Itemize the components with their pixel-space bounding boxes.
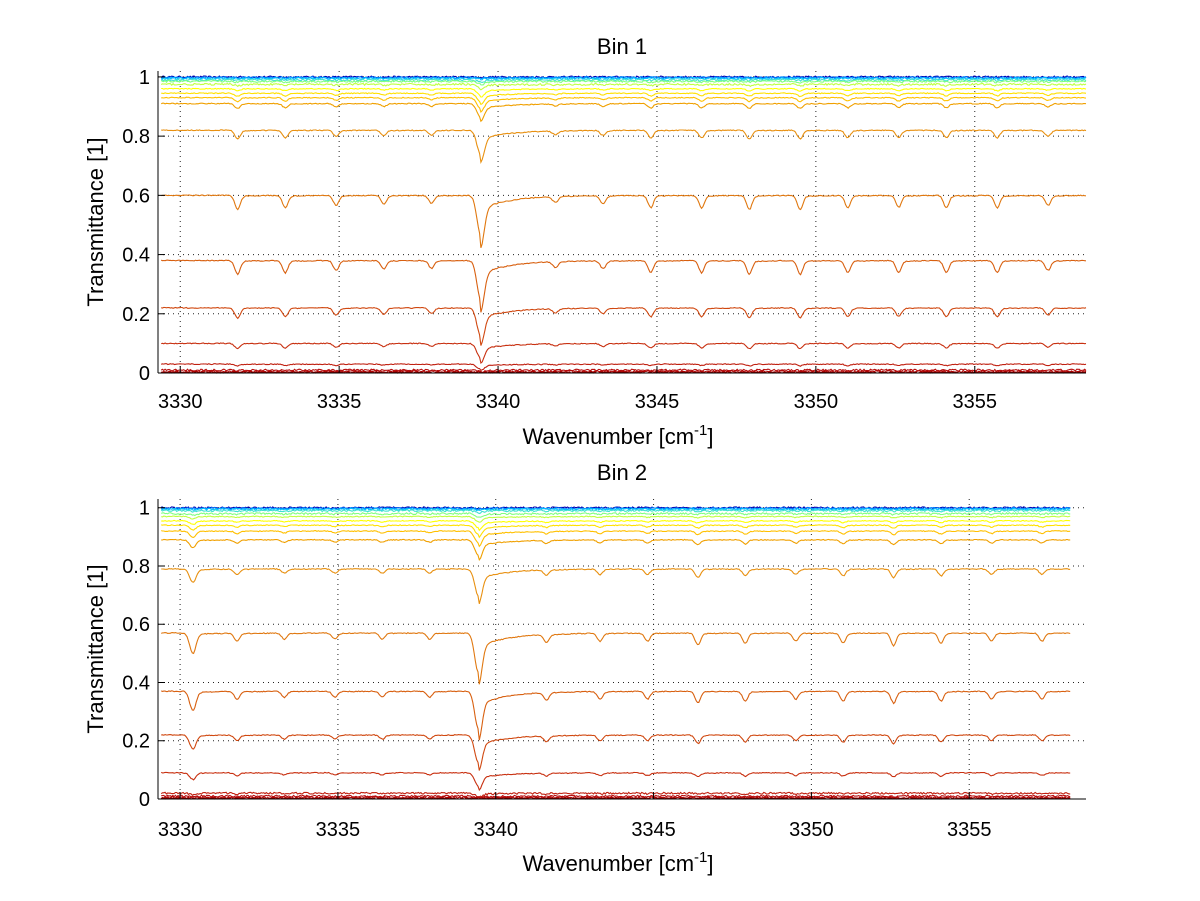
series-line xyxy=(161,690,1071,741)
series-line xyxy=(161,538,1071,562)
series-line xyxy=(161,515,1071,523)
chart-title: Bin 1 xyxy=(597,34,647,59)
x-tick-label: 3355 xyxy=(947,819,992,841)
series-line xyxy=(161,76,1087,81)
series-line xyxy=(161,632,1071,685)
series-line xyxy=(161,259,1087,313)
x-tick-label: 3350 xyxy=(789,819,834,841)
series-line xyxy=(161,306,1087,346)
series-line xyxy=(161,342,1087,365)
series-line xyxy=(160,79,1087,86)
series-line xyxy=(161,511,1071,518)
x-tick-label: 3340 xyxy=(473,819,518,841)
series-line xyxy=(161,129,1087,165)
series-line xyxy=(160,791,1071,798)
chart-2: 3330 3335 3340 3345 3350 3355 0 0.2 0.4 0.6 0.8 1 Bi… xyxy=(83,460,1086,876)
x-axis-label-superscript: -1 xyxy=(694,422,707,439)
y-tick-label: 0 xyxy=(139,789,150,811)
y-axis-label: Transmittance [1] xyxy=(83,564,108,733)
series-line xyxy=(161,96,1087,114)
y-tick-label: 0.2 xyxy=(122,304,150,326)
x-tick-label: 3355 xyxy=(953,391,998,413)
x-tick-label: 3330 xyxy=(158,391,203,413)
series-line xyxy=(161,87,1087,98)
series-line xyxy=(160,102,1087,123)
series-line xyxy=(161,524,1071,539)
series-line xyxy=(161,567,1071,604)
y-tick-label: 1 xyxy=(139,67,150,89)
series-line xyxy=(161,733,1071,771)
x-tick-label: 3335 xyxy=(316,819,361,841)
y-tick-label: 0.6 xyxy=(122,185,150,207)
series-line xyxy=(161,194,1087,248)
series-line xyxy=(161,92,1087,106)
series-line xyxy=(160,509,1071,515)
x-tick-label: 3340 xyxy=(476,391,521,413)
x-axis-label: Wavenumber [cm-1] xyxy=(522,422,713,449)
series-line xyxy=(161,771,1071,792)
y-axis-label: Transmittance [1] xyxy=(83,137,108,306)
series-line xyxy=(161,363,1087,372)
y-tick-label: 0.2 xyxy=(122,731,150,753)
y-tick-label: 0 xyxy=(139,363,150,385)
chart-1: 3330 3335 3340 3345 3350 3355 0 0.2 0.4 0.6 0.8 1 Bi… xyxy=(83,34,1087,449)
y-tick-label: 0.4 xyxy=(122,672,150,694)
x-axis-label-main: Wavenumber [cm xyxy=(522,424,694,449)
series-line xyxy=(160,82,1087,91)
x-tick-label: 3335 xyxy=(317,391,362,413)
series-line xyxy=(161,530,1071,548)
y-tick-label: 0.4 xyxy=(122,245,150,267)
series-line xyxy=(161,519,1071,532)
x-tick-label: 3345 xyxy=(631,819,676,841)
x-axis-label-end: ] xyxy=(707,851,713,876)
series-line xyxy=(161,369,1087,374)
x-tick-label: 3350 xyxy=(794,391,839,413)
chart-title: Bin 2 xyxy=(597,460,647,485)
series-line xyxy=(161,794,1071,800)
x-axis-label: Wavenumber [cm-1] xyxy=(522,849,713,876)
y-tick-label: 0.8 xyxy=(122,556,150,578)
x-tick-label: 3330 xyxy=(158,819,203,841)
x-axis-label-main: Wavenumber [cm xyxy=(522,851,694,876)
x-tick-label: 3345 xyxy=(635,391,680,413)
x-axis-label-end: ] xyxy=(707,424,713,449)
y-tick-label: 0.6 xyxy=(122,614,150,636)
series-line xyxy=(161,78,1087,83)
x-axis-label-superscript: -1 xyxy=(694,849,707,866)
y-tick-label: 0.8 xyxy=(122,126,150,148)
series-line xyxy=(161,507,1071,512)
y-tick-label: 1 xyxy=(139,498,150,520)
